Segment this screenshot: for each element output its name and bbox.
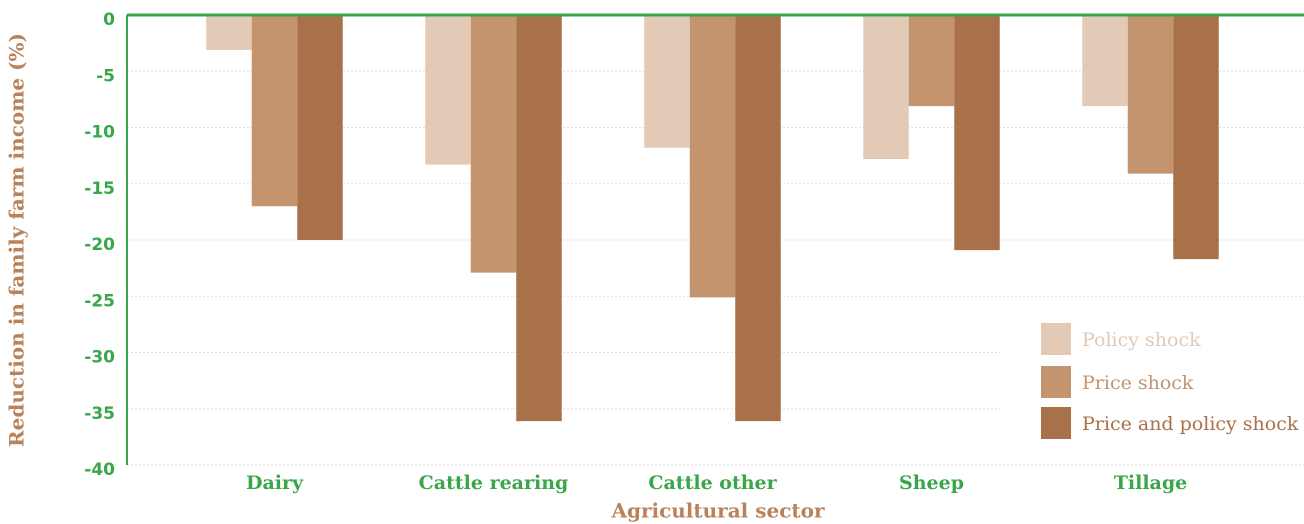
x-tick-label: Cattle other bbox=[648, 472, 777, 494]
y-tick-label: 0 bbox=[103, 10, 115, 30]
legend-swatch bbox=[1041, 323, 1071, 355]
legend-swatch bbox=[1041, 407, 1071, 439]
y-tick-label: -10 bbox=[84, 123, 115, 143]
y-tick-label: -5 bbox=[96, 66, 115, 86]
y-axis-title: Reduction in family farm income (%) bbox=[5, 33, 29, 447]
bar bbox=[1127, 15, 1174, 174]
bar bbox=[954, 15, 1000, 251]
y-tick-label: -35 bbox=[84, 404, 115, 424]
bar bbox=[1082, 15, 1128, 107]
bar bbox=[689, 15, 736, 298]
bar bbox=[206, 15, 252, 50]
bar bbox=[425, 15, 471, 165]
bar bbox=[908, 15, 955, 107]
legend-label: Price and policy shock bbox=[1082, 413, 1299, 435]
y-tick-label: -25 bbox=[84, 291, 115, 311]
y-tick-label: -30 bbox=[84, 348, 115, 368]
legend-label: Policy shock bbox=[1082, 329, 1201, 351]
x-axis-title: Agricultural sector bbox=[610, 499, 825, 523]
bar bbox=[735, 15, 781, 422]
x-tick-label: Dairy bbox=[246, 472, 304, 494]
bar bbox=[516, 15, 562, 422]
x-tick-label: Sheep bbox=[899, 472, 964, 494]
x-tick-label: Cattle rearing bbox=[419, 472, 569, 494]
y-tick-label: -20 bbox=[84, 235, 115, 255]
y-tick-label: -40 bbox=[84, 460, 115, 480]
y-tick-label: -15 bbox=[84, 179, 115, 199]
bar bbox=[644, 15, 690, 148]
legend-label: Price shock bbox=[1082, 372, 1194, 394]
bar bbox=[297, 15, 343, 240]
legend-swatch bbox=[1041, 366, 1071, 398]
bar bbox=[251, 15, 298, 207]
x-tick-label: Tillage bbox=[1114, 472, 1187, 494]
bar bbox=[1173, 15, 1219, 260]
bar bbox=[470, 15, 517, 273]
bar bbox=[863, 15, 909, 159]
